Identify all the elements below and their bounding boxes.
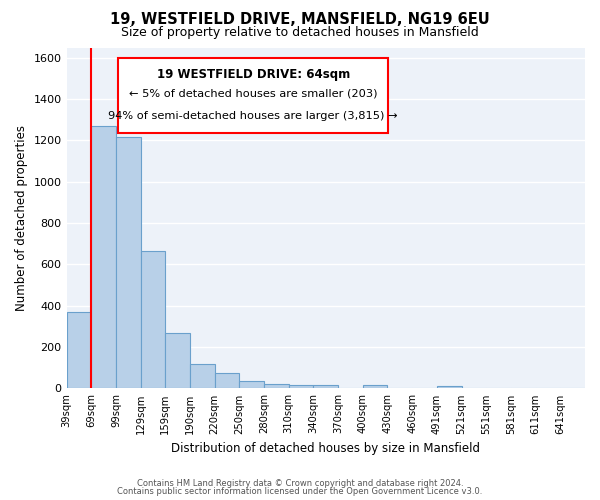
Bar: [91, 126, 116, 388]
X-axis label: Distribution of detached houses by size in Mansfield: Distribution of detached houses by size …: [171, 442, 480, 455]
Bar: [190, 364, 215, 388]
Bar: [437, 386, 461, 388]
FancyBboxPatch shape: [118, 58, 388, 132]
Bar: [67, 312, 91, 388]
Bar: [264, 384, 289, 388]
Bar: [140, 251, 165, 388]
Text: 19 WESTFIELD DRIVE: 64sqm: 19 WESTFIELD DRIVE: 64sqm: [157, 68, 350, 81]
Bar: [165, 332, 190, 388]
Text: Contains public sector information licensed under the Open Government Licence v3: Contains public sector information licen…: [118, 487, 482, 496]
Bar: [239, 380, 264, 388]
Bar: [289, 384, 313, 388]
Bar: [215, 373, 239, 388]
Text: ← 5% of detached houses are smaller (203): ← 5% of detached houses are smaller (203…: [129, 88, 377, 99]
Text: 19, WESTFIELD DRIVE, MANSFIELD, NG19 6EU: 19, WESTFIELD DRIVE, MANSFIELD, NG19 6EU: [110, 12, 490, 28]
Bar: [116, 138, 140, 388]
Text: Size of property relative to detached houses in Mansfield: Size of property relative to detached ho…: [121, 26, 479, 39]
Y-axis label: Number of detached properties: Number of detached properties: [15, 125, 28, 311]
Bar: [313, 386, 338, 388]
Bar: [363, 386, 388, 388]
Text: Contains HM Land Registry data © Crown copyright and database right 2024.: Contains HM Land Registry data © Crown c…: [137, 478, 463, 488]
Text: 94% of semi-detached houses are larger (3,815) →: 94% of semi-detached houses are larger (…: [109, 110, 398, 120]
